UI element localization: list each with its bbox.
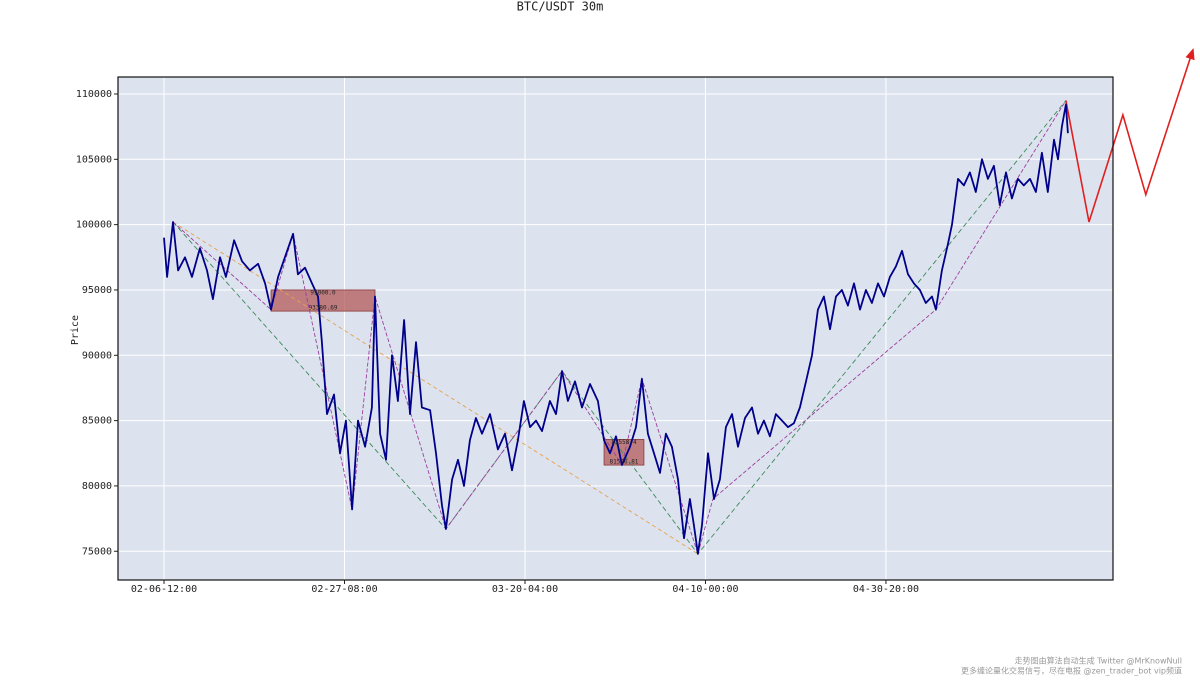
chart-title: BTC/USDT 30m (517, 0, 604, 14)
zigzag-line (172, 221, 699, 555)
zone-label: 93380.69 (309, 305, 338, 312)
zone-label: 95000.0 (310, 289, 336, 296)
x-tick-label: 02-27-08:00 (311, 584, 377, 595)
plot-frame (117, 76, 1114, 581)
x-tick-label: 04-10-00:00 (672, 584, 738, 595)
footnote: 更多缠论量化交易信号，尽在电报 @zen_trader_bot vip频道 (961, 666, 1182, 676)
zone-label: 81596.81 (610, 459, 639, 466)
x-tick-label: 04-30-20:00 (853, 584, 919, 595)
projection-line (1065, 48, 1195, 223)
zigzag-line (172, 100, 1067, 555)
y-tick-label: 95000 (82, 285, 112, 296)
y-tick-label: 80000 (82, 481, 112, 492)
x-tick-label: 03-20-04:00 (492, 584, 558, 595)
zone-label: 83558.4 (611, 439, 637, 446)
footnote: 走势图由算法自动生成 Twitter @MrKnowNull (1015, 656, 1182, 666)
y-tick-label: 110000 (76, 89, 112, 100)
y-tick-label: 85000 (82, 416, 112, 427)
y-axis-label: Price (70, 315, 81, 345)
price-line (163, 103, 1069, 555)
plot-area (118, 77, 1113, 580)
y-tick-label: 100000 (76, 220, 112, 231)
y-tick-label: 90000 (82, 350, 112, 361)
x-tick-label: 02-06-12:00 (131, 584, 197, 595)
y-tick-label: 75000 (82, 546, 112, 557)
y-tick-label: 105000 (76, 154, 112, 165)
